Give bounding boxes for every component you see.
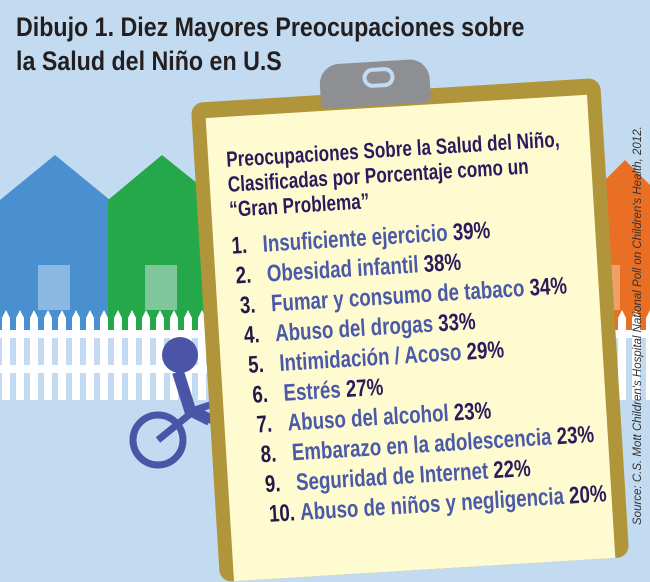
concerns-list: 1. Insuficiente ejercicio 39% 2. Obesidad i…: [230, 215, 608, 532]
item-number: 8.: [259, 440, 278, 469]
fence-picket: [114, 310, 122, 400]
fence-picket: [128, 310, 136, 400]
item-percent: 22%: [492, 454, 532, 485]
fence-picket: [618, 310, 626, 400]
fence-picket: [30, 310, 38, 400]
blue-house: [0, 155, 110, 330]
title-line-1: Dibujo 1. Diez Mayores Preocupaciones so…: [16, 12, 525, 42]
list-heading: Preocupaciones Sobre la Salud del Niño, …: [225, 126, 561, 222]
title-line-2: la Salud del Niño en U.S: [16, 46, 282, 76]
source-note: Source: C.S. Mott Children's Hospital Na…: [632, 126, 644, 525]
item-percent: 23%: [452, 397, 493, 427]
fence-picket: [142, 310, 150, 400]
item-number: 7.: [255, 410, 273, 439]
item-number: 6.: [251, 380, 269, 409]
item-number: 1.: [230, 231, 248, 260]
item-percent: 39%: [451, 216, 491, 247]
item-percent: 27%: [345, 373, 385, 404]
clipboard-clip: [318, 58, 432, 110]
fence-picket: [58, 310, 66, 400]
fence-picket: [72, 310, 80, 400]
item-number: 4.: [243, 321, 261, 350]
fence-picket: [646, 310, 650, 400]
item-percent: 20%: [568, 480, 608, 510]
item-percent: 33%: [437, 308, 477, 338]
item-percent: 29%: [465, 336, 505, 366]
item-number: 10.: [268, 499, 296, 528]
fence-picket: [44, 310, 52, 400]
item-percent: 34%: [528, 272, 568, 302]
fence-picket: [156, 310, 164, 400]
figure-title: Dibujo 1. Diez Mayores Preocupaciones so…: [16, 10, 524, 78]
item-number: 3.: [239, 291, 257, 320]
fence-picket: [632, 310, 640, 400]
item-number: 5.: [247, 351, 265, 379]
fence-picket: [16, 310, 24, 400]
fence-picket: [2, 310, 10, 400]
item-label: Estrés: [282, 376, 342, 407]
clipboard-paper: Preocupaciones Sobre la Salud del Niño, …: [205, 94, 616, 582]
green-house: [108, 155, 218, 330]
fence-picket: [86, 310, 94, 400]
item-number: 9.: [264, 470, 282, 499]
clipboard: Preocupaciones Sobre la Salud del Niño, …: [190, 58, 630, 582]
item-percent: 23%: [555, 420, 595, 451]
fence-picket: [100, 310, 108, 400]
item-percent: 38%: [422, 248, 462, 279]
item-number: 2.: [234, 261, 253, 290]
